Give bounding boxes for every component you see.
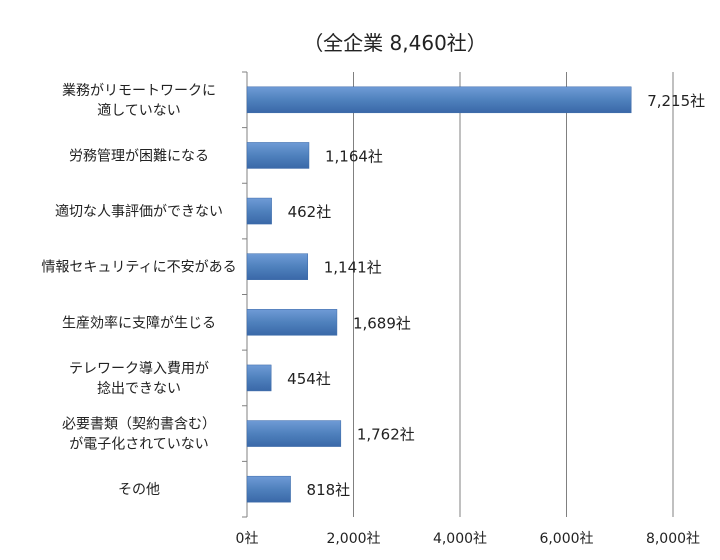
bar-value-label: 1,762社 <box>357 426 415 444</box>
label-layer: 0社 2,000社 4,000社 6,000社 8,000社 7,215社 業務がリモートワ… <box>41 83 705 547</box>
bar-value-label: 454社 <box>287 370 331 388</box>
bar <box>246 197 272 225</box>
category-label: 労務管理が困難になる <box>69 148 209 164</box>
chart-title: （全企業 8,460社） <box>303 31 487 55</box>
bar <box>246 309 338 336</box>
category-label: 業務がリモートワークに適していない <box>62 83 216 119</box>
category-label: 必要書類（契約書含む）が電子化されていない <box>62 417 216 453</box>
category-label: 情報セキュリティに不安がある <box>41 260 236 276</box>
x-tick-label: 8,000社 <box>646 531 700 547</box>
x-tick-label: 0社 <box>236 531 259 547</box>
bar-value-label: 1,689社 <box>353 314 411 332</box>
bar-layer <box>246 86 632 503</box>
bar <box>246 86 632 114</box>
bar-value-label: 818社 <box>307 481 351 499</box>
category-label: テレワーク導入費用が捻出できない <box>69 361 209 397</box>
category-label: 生産効率に支障が生じる <box>62 314 216 331</box>
grid-layer <box>242 71 674 518</box>
x-tick-label: 2,000社 <box>326 531 380 547</box>
x-tick-label: 6,000社 <box>539 531 593 547</box>
bar <box>246 364 272 392</box>
category-label: 適切な人事評価ができない <box>55 203 223 220</box>
x-tick-label: 4,000社 <box>433 531 487 547</box>
bar-value-label: 7,215社 <box>647 92 705 110</box>
bar-value-label: 1,141社 <box>324 259 382 277</box>
category-label: その他 <box>118 482 160 498</box>
bar <box>246 420 342 447</box>
bar-value-label: 462社 <box>288 203 332 221</box>
bar-value-label: 1,164社 <box>325 147 383 165</box>
bar <box>246 253 309 280</box>
bar <box>246 142 310 169</box>
bar <box>246 475 291 503</box>
